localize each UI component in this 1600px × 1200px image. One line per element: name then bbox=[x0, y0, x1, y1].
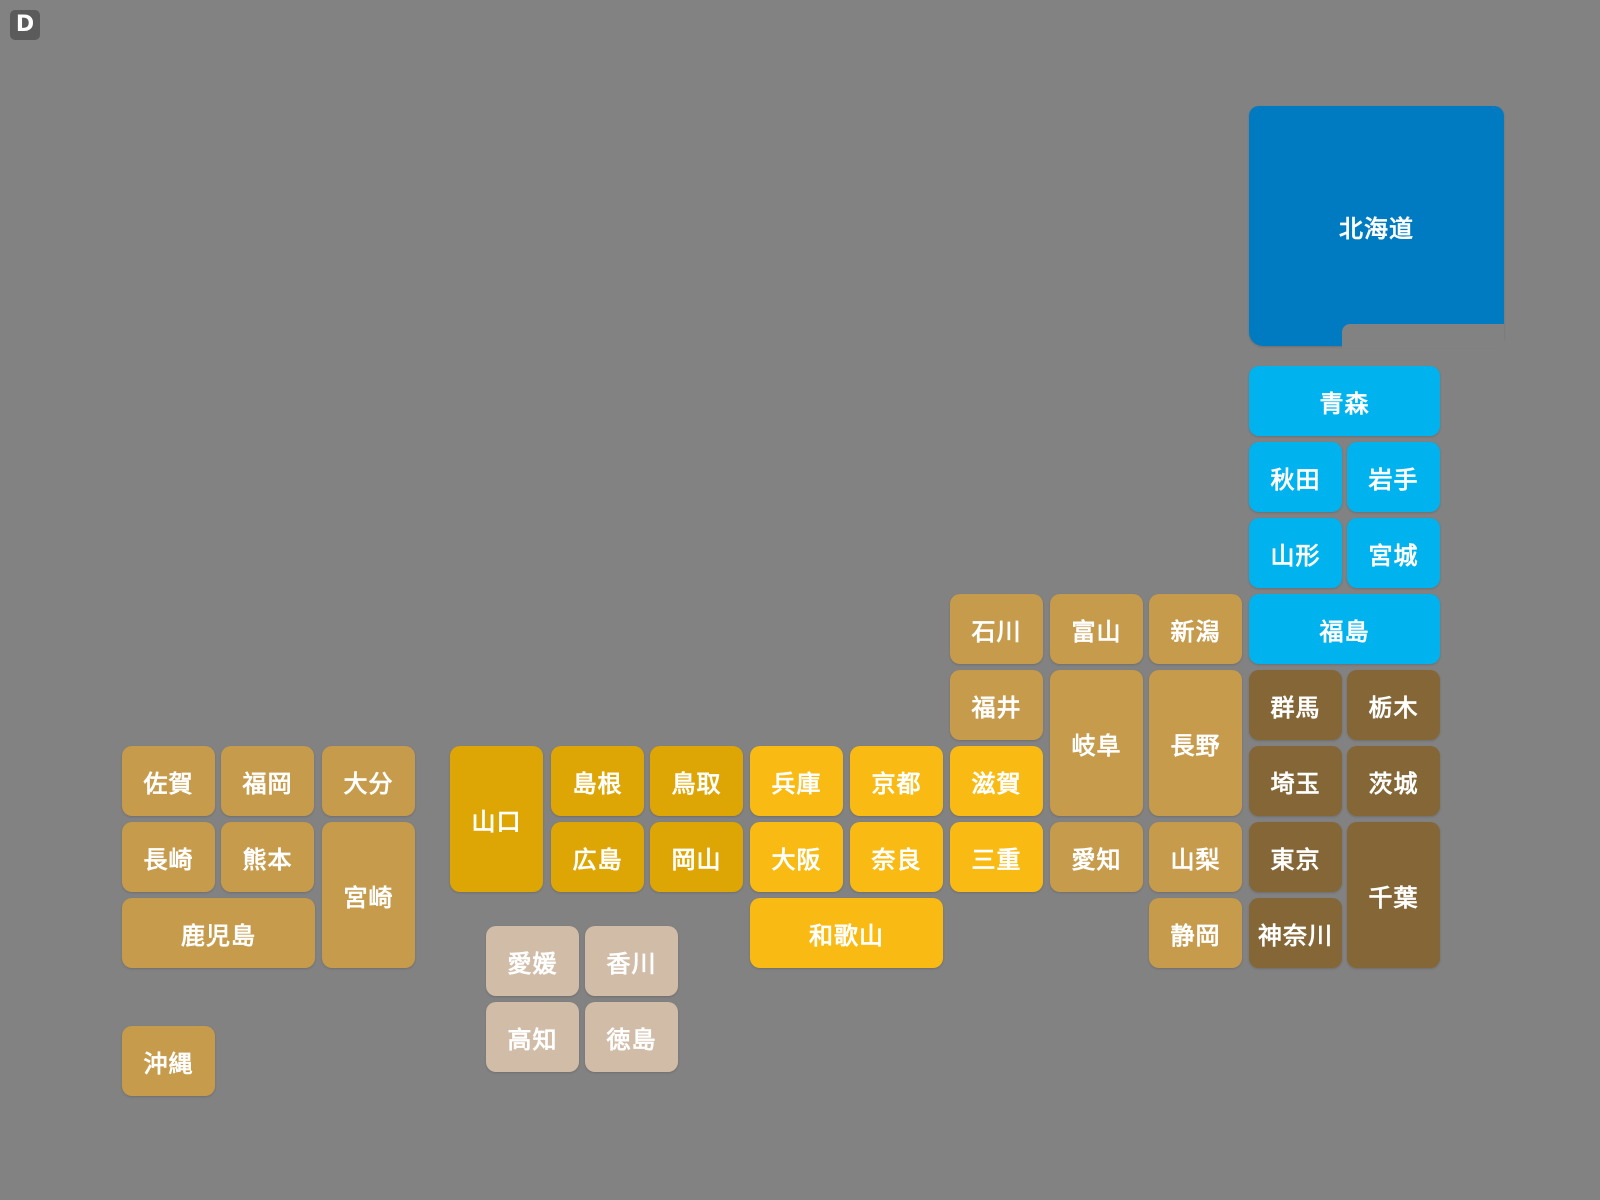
prefecture-label: 茨城 bbox=[1368, 769, 1419, 798]
prefecture-mie[interactable]: 三重 bbox=[950, 822, 1043, 892]
prefecture-label: 大分 bbox=[343, 769, 394, 798]
prefecture-fukushima[interactable]: 福島 bbox=[1249, 594, 1440, 664]
prefecture-shizuoka[interactable]: 静岡 bbox=[1149, 898, 1242, 968]
prefecture-okinawa[interactable]: 沖縄 bbox=[122, 1026, 215, 1096]
prefecture-label: 福島 bbox=[1319, 617, 1370, 646]
prefecture-label: 静岡 bbox=[1170, 921, 1221, 950]
prefecture-label: 愛知 bbox=[1071, 845, 1122, 874]
prefecture-ibaraki[interactable]: 茨城 bbox=[1347, 746, 1440, 816]
prefecture-saitama[interactable]: 埼玉 bbox=[1249, 746, 1342, 816]
prefecture-label: 沖縄 bbox=[143, 1049, 194, 1078]
prefecture-wakayama[interactable]: 和歌山 bbox=[750, 898, 943, 968]
prefecture-label: 徳島 bbox=[606, 1025, 657, 1054]
prefecture-label: 京都 bbox=[871, 769, 922, 798]
prefecture-label: 鹿児島 bbox=[181, 921, 256, 950]
prefecture-tokyo[interactable]: 東京 bbox=[1249, 822, 1342, 892]
prefecture-label: 島根 bbox=[572, 769, 623, 798]
prefecture-label: 新潟 bbox=[1170, 617, 1221, 646]
prefecture-label: 福岡 bbox=[242, 769, 293, 798]
prefecture-label: 奈良 bbox=[871, 845, 922, 874]
prefecture-iwate[interactable]: 岩手 bbox=[1347, 442, 1440, 512]
prefecture-nara[interactable]: 奈良 bbox=[850, 822, 943, 892]
prefecture-okayama[interactable]: 岡山 bbox=[650, 822, 743, 892]
prefecture-label: 岐阜 bbox=[1071, 731, 1122, 760]
prefecture-ishikawa[interactable]: 石川 bbox=[950, 594, 1043, 664]
prefecture-label: 大阪 bbox=[771, 845, 822, 874]
prefecture-label: 群馬 bbox=[1270, 693, 1321, 722]
prefecture-shiga[interactable]: 滋賀 bbox=[950, 746, 1043, 816]
prefecture-aichi[interactable]: 愛知 bbox=[1050, 822, 1143, 892]
prefecture-fukuoka[interactable]: 福岡 bbox=[221, 746, 314, 816]
map-badge: D bbox=[10, 10, 40, 40]
prefecture-tokushima[interactable]: 徳島 bbox=[585, 1002, 678, 1072]
prefecture-shimane[interactable]: 島根 bbox=[551, 746, 644, 816]
prefecture-label: 青森 bbox=[1319, 389, 1370, 418]
prefecture-niigata[interactable]: 新潟 bbox=[1149, 594, 1242, 664]
prefecture-label: 長野 bbox=[1170, 731, 1221, 760]
prefecture-oita[interactable]: 大分 bbox=[322, 746, 415, 816]
prefecture-kumamoto[interactable]: 熊本 bbox=[221, 822, 314, 892]
prefecture-label: 山梨 bbox=[1170, 845, 1221, 874]
prefecture-nagasaki[interactable]: 長崎 bbox=[122, 822, 215, 892]
prefecture-label: 熊本 bbox=[242, 845, 293, 874]
prefecture-osaka[interactable]: 大阪 bbox=[750, 822, 843, 892]
prefecture-label: 広島 bbox=[572, 845, 623, 874]
prefecture-label: 香川 bbox=[606, 949, 657, 978]
prefecture-label: 秋田 bbox=[1270, 465, 1321, 494]
prefecture-nagano[interactable]: 長野 bbox=[1149, 670, 1242, 816]
prefecture-toyama[interactable]: 富山 bbox=[1050, 594, 1143, 664]
prefecture-label: 長崎 bbox=[143, 845, 194, 874]
prefecture-label: 岡山 bbox=[671, 845, 722, 874]
prefecture-ehime[interactable]: 愛媛 bbox=[486, 926, 579, 996]
prefecture-kyoto[interactable]: 京都 bbox=[850, 746, 943, 816]
prefecture-label: 千葉 bbox=[1368, 883, 1419, 912]
prefecture-label: 山形 bbox=[1270, 541, 1321, 570]
prefecture-label: 北海道 bbox=[1339, 214, 1414, 243]
prefecture-chiba[interactable]: 千葉 bbox=[1347, 822, 1440, 968]
prefecture-label: 岩手 bbox=[1368, 465, 1419, 494]
prefecture-hiroshima[interactable]: 広島 bbox=[551, 822, 644, 892]
prefecture-kagoshima[interactable]: 鹿児島 bbox=[122, 898, 315, 968]
prefecture-label: 栃木 bbox=[1368, 693, 1419, 722]
prefecture-label: 宮城 bbox=[1368, 541, 1419, 570]
prefecture-label: 石川 bbox=[971, 617, 1022, 646]
prefecture-label: 三重 bbox=[971, 845, 1022, 874]
prefecture-kagawa[interactable]: 香川 bbox=[585, 926, 678, 996]
prefecture-kochi[interactable]: 高知 bbox=[486, 1002, 579, 1072]
prefecture-gifu[interactable]: 岐阜 bbox=[1050, 670, 1143, 816]
prefecture-label: 高知 bbox=[507, 1025, 558, 1054]
prefecture-akita[interactable]: 秋田 bbox=[1249, 442, 1342, 512]
prefecture-label: 東京 bbox=[1270, 845, 1321, 874]
prefecture-label: 富山 bbox=[1071, 617, 1122, 646]
prefecture-label: 佐賀 bbox=[143, 769, 194, 798]
prefecture-label: 埼玉 bbox=[1270, 769, 1321, 798]
prefecture-miyagi[interactable]: 宮城 bbox=[1347, 518, 1440, 588]
prefecture-yamanashi[interactable]: 山梨 bbox=[1149, 822, 1242, 892]
prefecture-label: 愛媛 bbox=[507, 949, 558, 978]
prefecture-label: 滋賀 bbox=[971, 769, 1022, 798]
prefecture-label: 鳥取 bbox=[671, 769, 722, 798]
prefecture-yamaguchi[interactable]: 山口 bbox=[450, 746, 543, 892]
prefecture-fukui[interactable]: 福井 bbox=[950, 670, 1043, 740]
prefecture-saga[interactable]: 佐賀 bbox=[122, 746, 215, 816]
prefecture-miyazaki[interactable]: 宮崎 bbox=[322, 822, 415, 968]
prefecture-tottori[interactable]: 鳥取 bbox=[650, 746, 743, 816]
hokkaido-notch bbox=[1342, 324, 1504, 348]
prefecture-label: 兵庫 bbox=[771, 769, 822, 798]
prefecture-gunma[interactable]: 群馬 bbox=[1249, 670, 1342, 740]
prefecture-yamagata[interactable]: 山形 bbox=[1249, 518, 1342, 588]
prefecture-hokkaido[interactable]: 北海道 bbox=[1249, 106, 1504, 346]
prefecture-label: 宮崎 bbox=[343, 883, 394, 912]
prefecture-label: 福井 bbox=[971, 693, 1022, 722]
hokkaido-corner bbox=[1492, 312, 1504, 324]
prefecture-tochigi[interactable]: 栃木 bbox=[1347, 670, 1440, 740]
prefecture-kanagawa[interactable]: 神奈川 bbox=[1249, 898, 1342, 968]
prefecture-label: 山口 bbox=[471, 807, 522, 836]
prefecture-aomori[interactable]: 青森 bbox=[1249, 366, 1440, 436]
prefecture-label: 和歌山 bbox=[809, 921, 884, 950]
prefecture-label: 神奈川 bbox=[1258, 921, 1333, 950]
prefecture-hyogo[interactable]: 兵庫 bbox=[750, 746, 843, 816]
